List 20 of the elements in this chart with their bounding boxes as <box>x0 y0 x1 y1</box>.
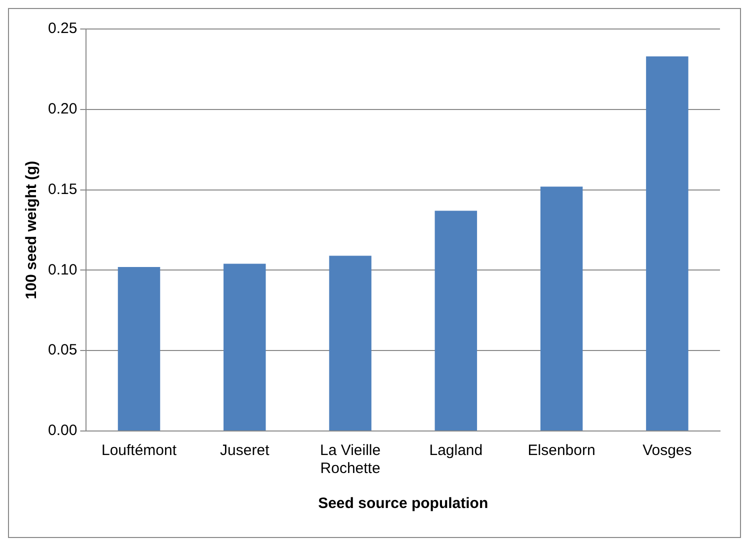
x-tick-label: Vosges <box>642 442 692 460</box>
x-tick-label: Louftémont <box>101 442 178 460</box>
y-axis-title: 100 seed weight (g) <box>23 160 40 300</box>
y-tick-label: 0.05 <box>48 342 78 359</box>
y-tick-label: 0.20 <box>48 100 78 118</box>
bar <box>118 266 160 430</box>
x-tick-label: Juseret <box>220 442 270 460</box>
y-tick-label: 0.15 <box>48 180 78 198</box>
bar <box>646 56 688 430</box>
y-tick-label: 0.10 <box>48 261 78 278</box>
bar <box>224 264 266 430</box>
x-axis-title: Seed source population <box>318 495 488 512</box>
x-tick-label: La Vieille Rochette <box>320 442 381 478</box>
bar <box>540 186 583 430</box>
y-tick-label: 0.00 <box>48 422 78 440</box>
bar <box>434 210 478 430</box>
x-tick-label: Lagland <box>429 442 483 460</box>
bar <box>329 256 372 430</box>
x-tick-label: Elsenborn <box>528 442 596 460</box>
y-tick-label: 0.25 <box>48 20 78 38</box>
